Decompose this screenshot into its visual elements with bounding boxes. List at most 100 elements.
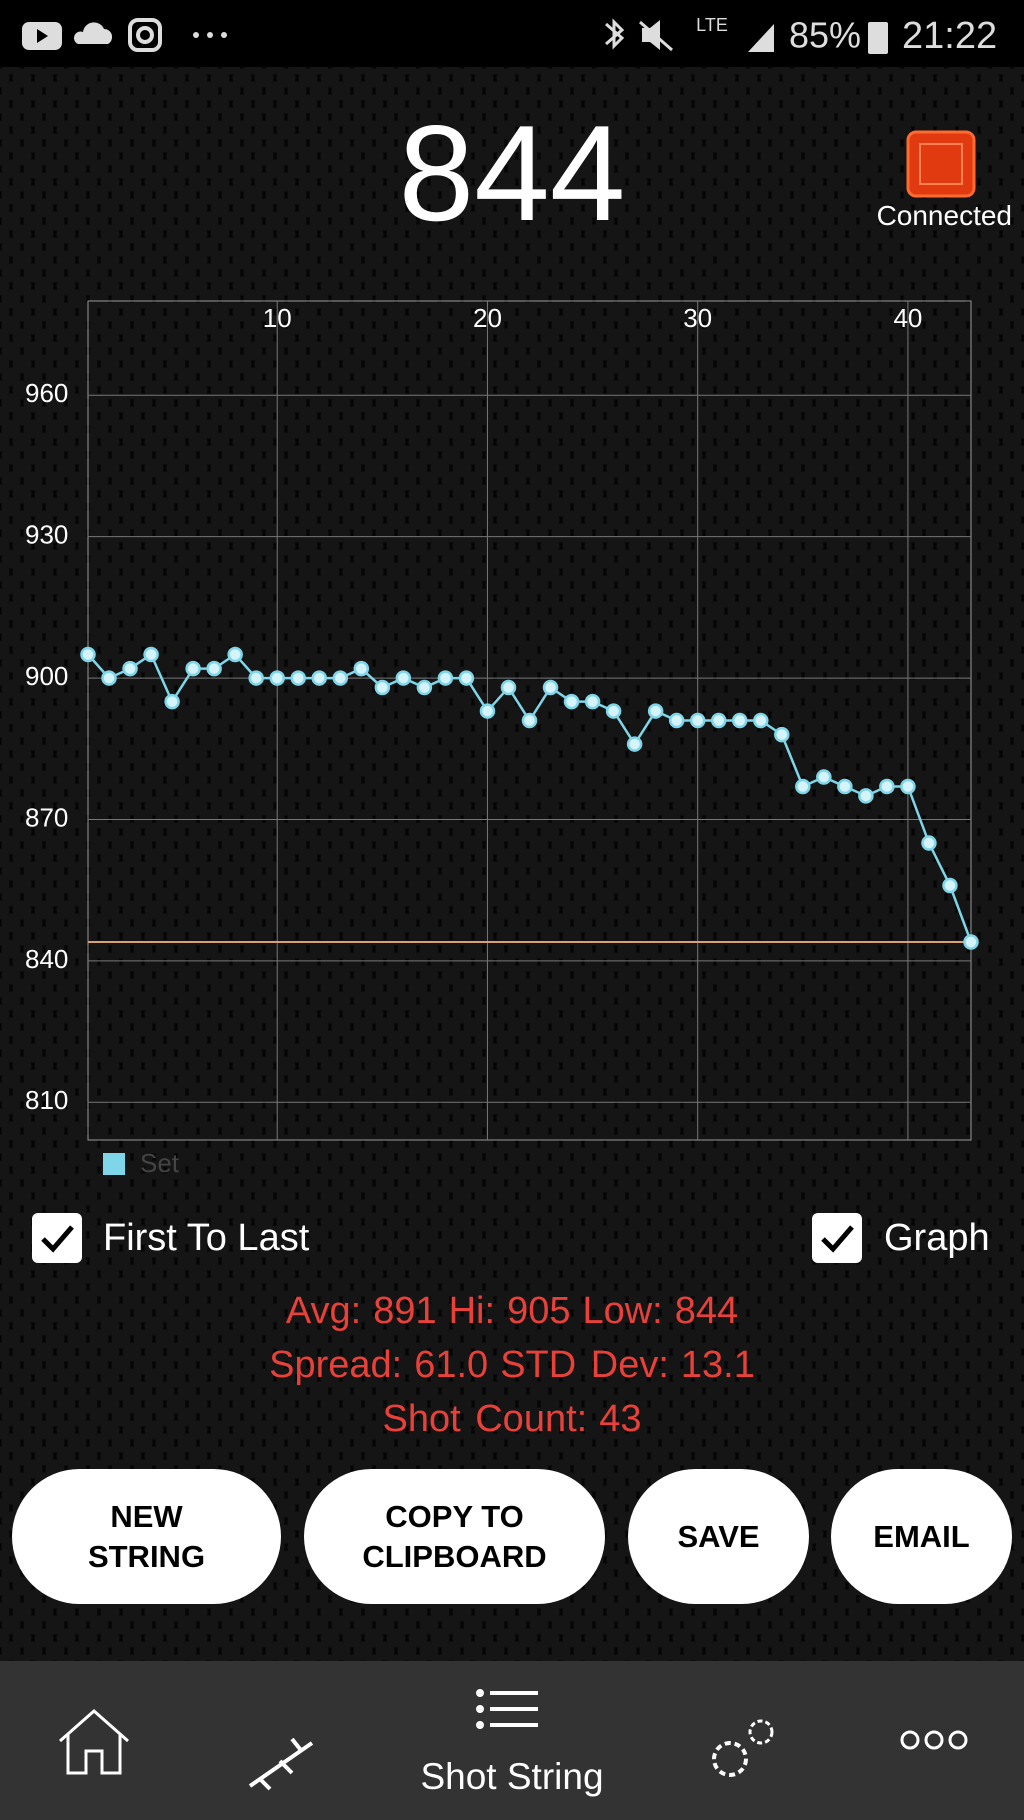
data-point xyxy=(858,788,874,804)
checkbox[interactable] xyxy=(812,1213,862,1263)
y-tick-label: 960 xyxy=(25,378,68,408)
data-point xyxy=(668,712,685,729)
signal-icon xyxy=(748,24,774,52)
bluetooth-icon xyxy=(605,18,625,50)
data-point xyxy=(605,703,622,719)
data-point xyxy=(584,693,601,710)
settings-icon[interactable] xyxy=(712,1741,748,1777)
list-icon[interactable] xyxy=(476,1689,538,1729)
data-point xyxy=(963,934,979,950)
data-point xyxy=(353,660,370,677)
action-button[interactable]: COPY TO CLIPBOARD xyxy=(304,1469,605,1604)
shot-chart: 810 840 870 900 930 960 10 20 30 40 Set xyxy=(25,300,979,1178)
network-label: LTE xyxy=(696,15,728,35)
data-point xyxy=(731,712,748,729)
battery-percent: 85% xyxy=(789,15,861,56)
stat-row: Avg: 891 Hi: 905 Low: 844 xyxy=(0,1290,1024,1333)
data-point xyxy=(458,670,475,686)
data-point xyxy=(227,646,243,663)
data-point xyxy=(647,703,664,719)
data-point xyxy=(879,778,895,795)
data-point xyxy=(837,778,853,795)
instagram-icon xyxy=(128,18,162,52)
option-label[interactable]: Graph xyxy=(884,1217,990,1259)
data-point xyxy=(206,660,222,677)
data-point xyxy=(626,736,643,752)
action-button[interactable]: SAVE xyxy=(628,1469,809,1604)
data-point xyxy=(479,703,496,719)
legend-swatch xyxy=(103,1153,125,1175)
x-tick-label: 20 xyxy=(473,303,502,333)
stat-text: 905 xyxy=(507,1290,571,1332)
stat-text: Spread: xyxy=(269,1344,403,1386)
plot-frame xyxy=(87,300,972,1141)
data-point xyxy=(521,712,538,729)
checkbox[interactable] xyxy=(32,1213,82,1263)
y-tick-label: 900 xyxy=(25,661,68,691)
data-point xyxy=(269,670,285,686)
data-point xyxy=(921,835,937,851)
data-point xyxy=(437,670,454,686)
data-point xyxy=(500,679,517,696)
stat-text: Shot Count: xyxy=(382,1398,588,1440)
nav-active-label[interactable]: Shot String xyxy=(420,1756,603,1797)
stat-text: 61.0 xyxy=(414,1344,489,1386)
data-point xyxy=(332,670,349,686)
rifle-icon[interactable] xyxy=(248,1737,314,1791)
x-tick-label: 40 xyxy=(893,303,922,333)
stat-text: 891 xyxy=(373,1290,437,1332)
data-point xyxy=(710,712,727,729)
stat-text: Hi: xyxy=(448,1290,496,1332)
stat-text: 13.1 xyxy=(680,1344,755,1386)
data-point xyxy=(416,679,433,696)
action-button[interactable]: NEW STRING xyxy=(12,1469,281,1604)
y-tick-label: 810 xyxy=(25,1085,68,1115)
option-label[interactable]: First To Last xyxy=(103,1217,310,1259)
connection-status: Connected xyxy=(876,200,1012,231)
data-point xyxy=(395,670,412,686)
data-point xyxy=(80,646,96,663)
data-point xyxy=(774,726,790,743)
clock: 21:22 xyxy=(902,15,997,57)
y-tick-label: 930 xyxy=(25,520,68,550)
stat-row: Spread: 61.0 STD Dev: 13.1 xyxy=(0,1344,1024,1387)
stat-text: 844 xyxy=(674,1290,739,1332)
data-point xyxy=(122,660,138,677)
stat-text: 43 xyxy=(599,1398,642,1440)
more-icon[interactable] xyxy=(900,1730,968,1750)
data-point xyxy=(689,712,706,729)
stat-text: Low: xyxy=(582,1290,663,1332)
home-icon[interactable] xyxy=(59,1708,129,1775)
status-bar: LTE 85% 21:22 xyxy=(0,0,1024,67)
data-point xyxy=(542,679,559,696)
battery-icon xyxy=(868,22,888,54)
stat-row: Shot Count: 43 xyxy=(0,1398,1024,1441)
x-tick-label: 30 xyxy=(683,303,712,333)
y-tick-label: 870 xyxy=(25,802,68,832)
current-reading: 844 xyxy=(398,97,626,249)
device-icon xyxy=(906,130,976,198)
data-point xyxy=(374,679,391,696)
data-point xyxy=(290,670,306,686)
action-button[interactable]: EMAIL xyxy=(831,1469,1012,1604)
stat-text: STD Dev: xyxy=(500,1344,669,1386)
y-tick-label: 840 xyxy=(25,944,68,974)
cloud-icon xyxy=(74,22,113,44)
data-point xyxy=(248,670,264,686)
nav-icons: Shot String xyxy=(59,1689,968,1797)
data-point xyxy=(143,646,159,663)
data-point xyxy=(563,693,580,710)
data-point xyxy=(795,778,811,795)
data-point xyxy=(753,712,769,729)
mute-icon xyxy=(642,20,660,50)
data-point xyxy=(816,769,832,785)
stat-text: Avg: xyxy=(285,1290,362,1332)
x-tick-label: 10 xyxy=(263,303,292,333)
series-line xyxy=(87,652,973,943)
data-point xyxy=(101,670,117,686)
status-icons: LTE 85% 21:22 xyxy=(22,15,997,57)
bottom-nav: Shot String xyxy=(0,1661,1024,1820)
data-point xyxy=(900,778,916,795)
data-point xyxy=(164,693,180,710)
